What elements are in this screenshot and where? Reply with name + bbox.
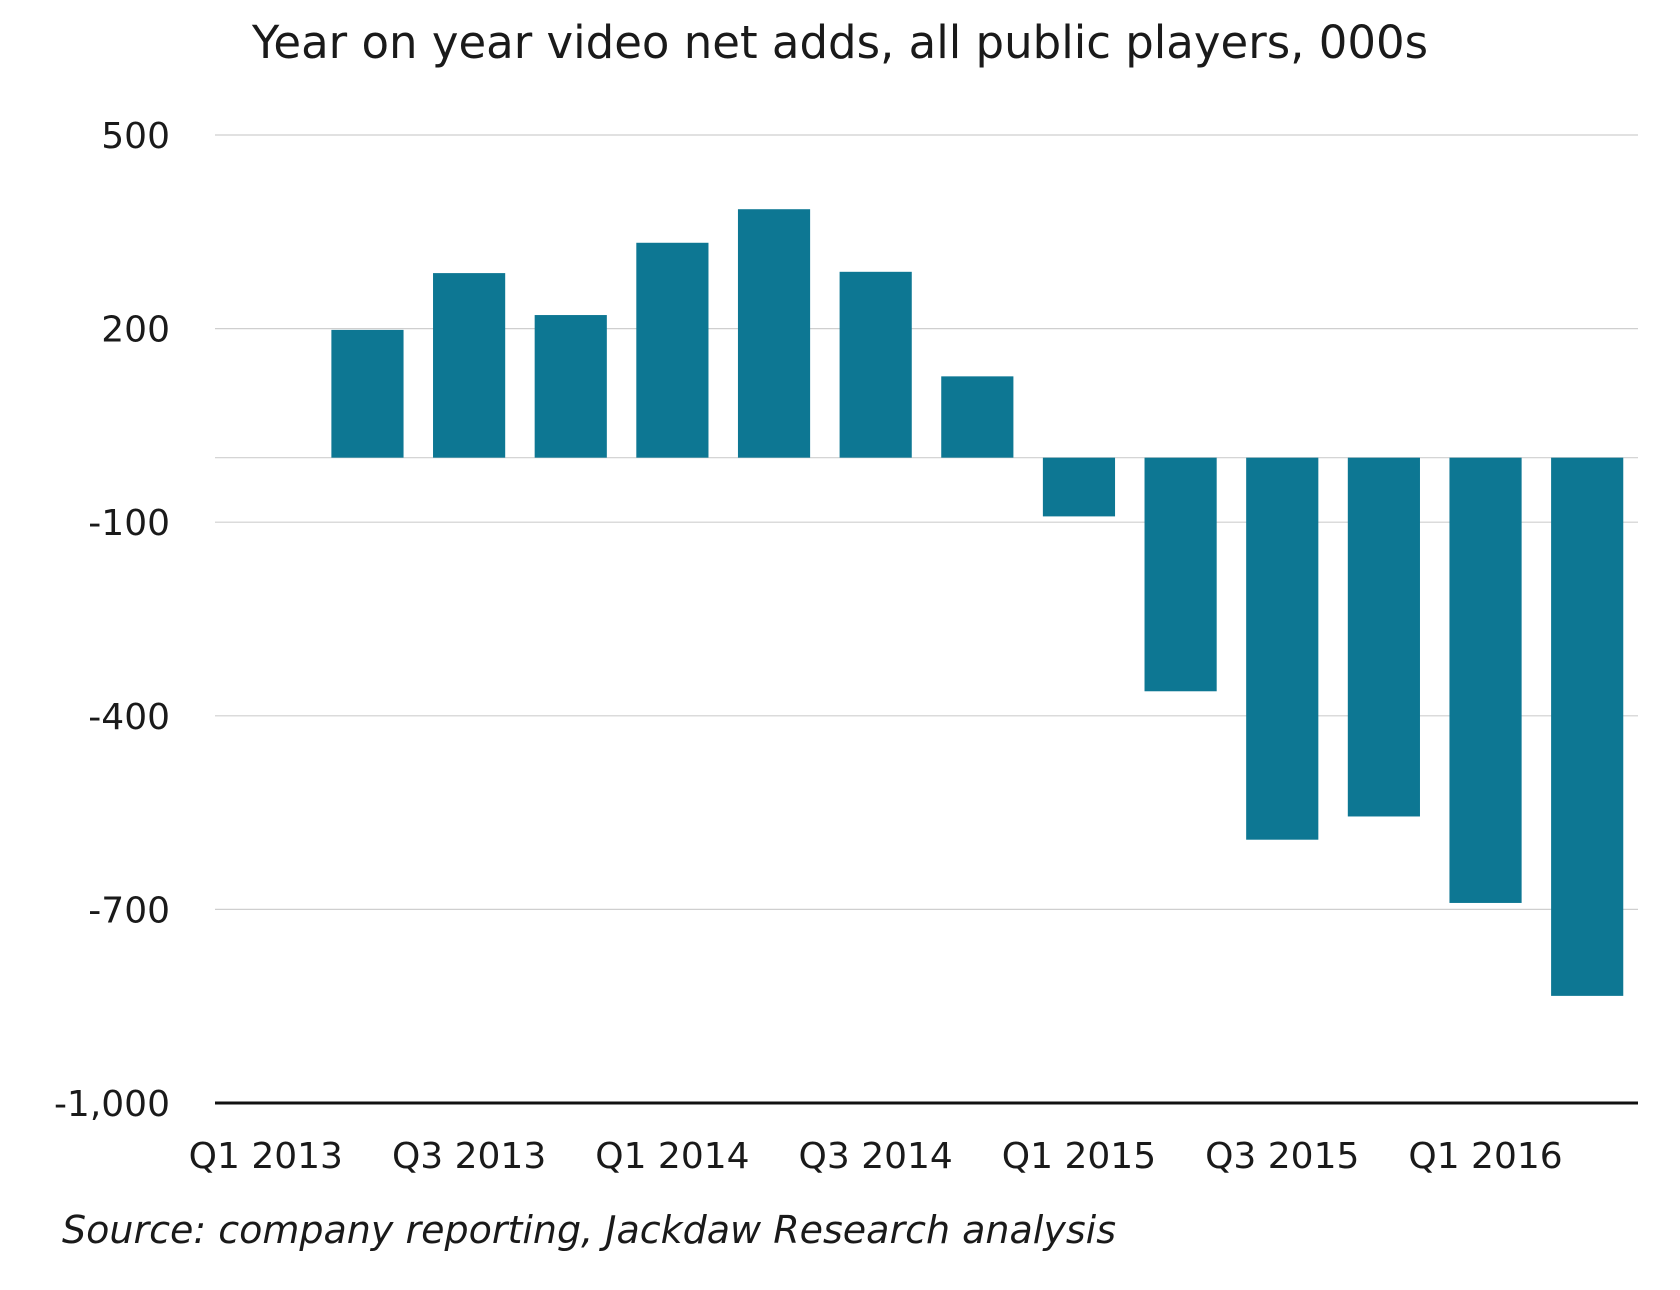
- source-note: Source: company reporting, Jackdaw Resea…: [62, 1208, 1116, 1252]
- bar-q1-2014: [636, 242, 709, 458]
- y-tick-label: 500: [101, 116, 170, 157]
- bar-q3-2015: [1246, 457, 1319, 840]
- bar-q3-2013: [433, 273, 506, 458]
- y-tick-label: -1,000: [54, 1084, 170, 1125]
- bar-q4-2015: [1347, 457, 1420, 817]
- bar-q2-2014: [737, 209, 811, 458]
- gridlines: [215, 134, 1638, 911]
- bar-q3-2014: [839, 271, 912, 458]
- x-tick-label: Q1 2016: [1408, 1136, 1562, 1177]
- y-tick-label: -700: [88, 890, 170, 931]
- x-axis: Q1 2013 Q3 2013 Q1 2014 Q3 2014 Q1 2015 Q3 20…: [189, 1101, 1638, 1177]
- bar-q1-2015: [1042, 457, 1116, 517]
- chart-title: Year on year video net adds, all public …: [251, 16, 1429, 69]
- y-tick-label: 200: [101, 310, 170, 351]
- bar-q2-2013: [331, 329, 404, 458]
- y-axis: 500 200 -100 -400 -700 -1,000: [54, 116, 170, 1125]
- x-tick-label: Q3 2015: [1205, 1136, 1359, 1177]
- x-tick-label: Q1 2014: [595, 1136, 749, 1177]
- y-tick-label: -100: [88, 503, 170, 544]
- x-tick-label: Q3 2013: [392, 1136, 546, 1177]
- bar-q2-2015: [1144, 457, 1217, 692]
- bar-q4-2013: [534, 315, 607, 458]
- bar-q1-2016: [1449, 457, 1522, 903]
- y-tick-label: -400: [88, 697, 170, 738]
- x-tick-label: Q3 2014: [799, 1136, 953, 1177]
- x-tick-label: Q1 2013: [189, 1136, 343, 1177]
- bar-q2-2016: [1551, 457, 1624, 996]
- bar-q4-2014: [941, 376, 1014, 458]
- bars: [331, 209, 1624, 996]
- x-tick-label: Q1 2015: [1002, 1136, 1156, 1177]
